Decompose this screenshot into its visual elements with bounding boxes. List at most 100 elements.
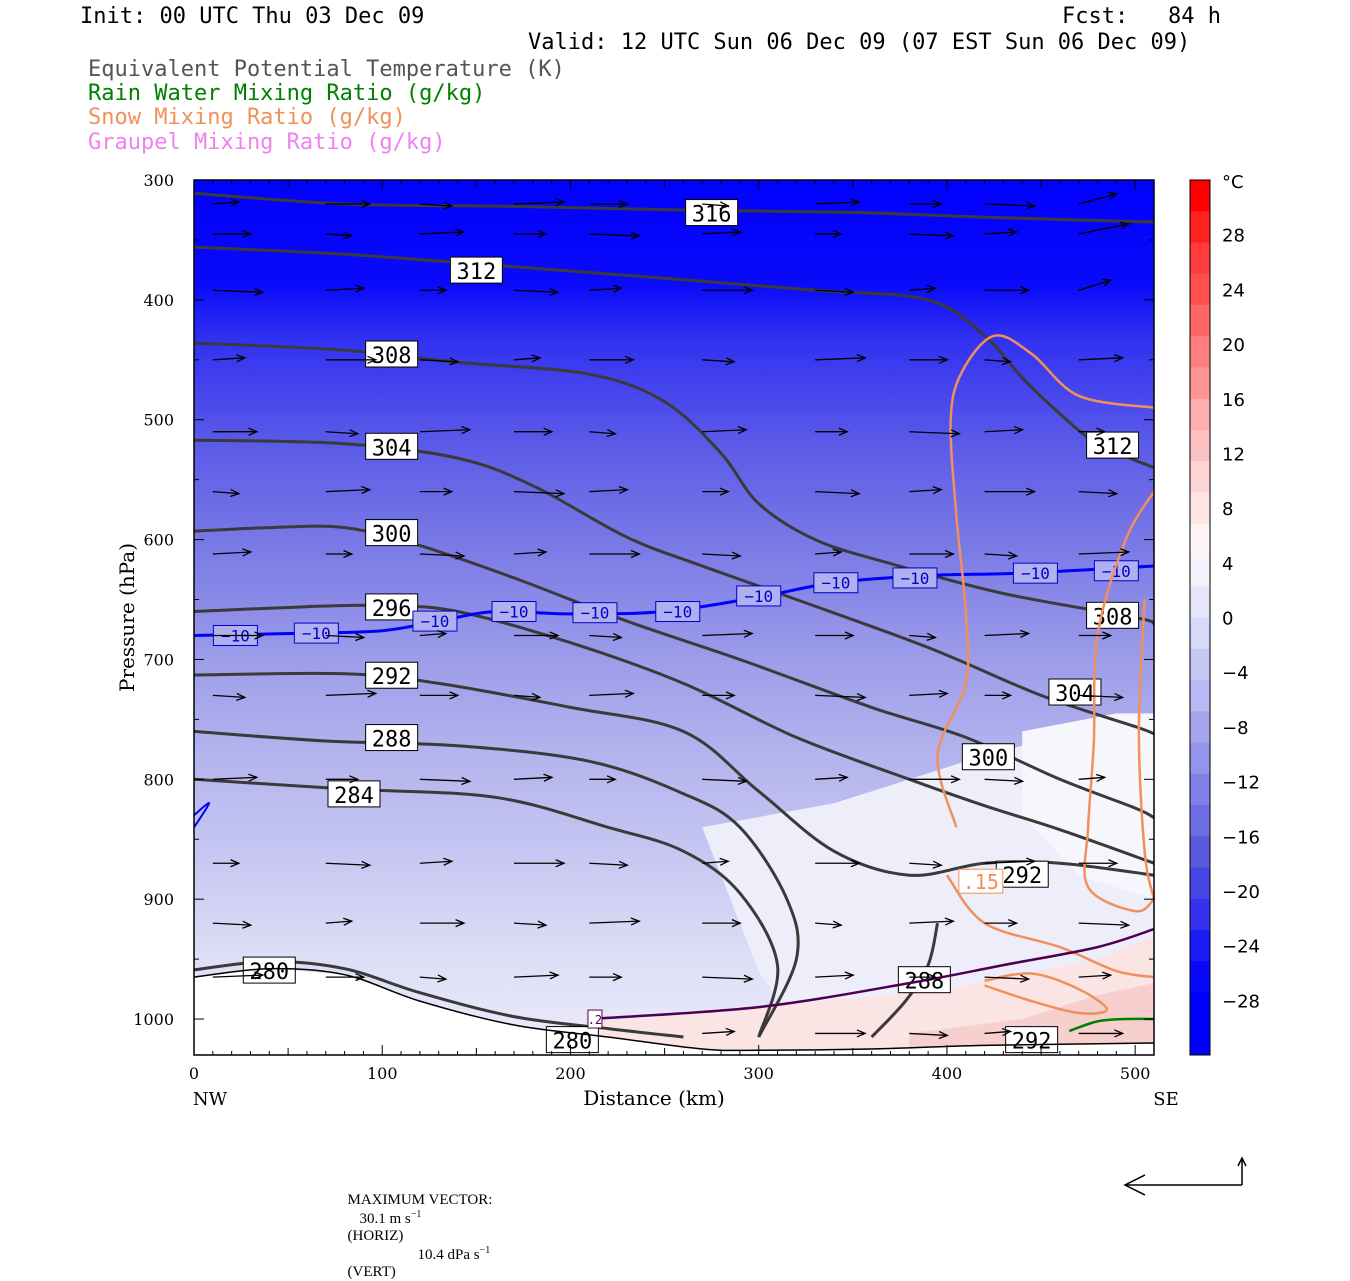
wind-vector-head (1013, 776, 1025, 785)
wind-vector (589, 199, 629, 209)
wind-vector-shaft (419, 976, 446, 980)
wind-vector (909, 429, 961, 438)
wind-vector (419, 974, 448, 983)
x-tick-label: 100 (367, 1064, 398, 1083)
theta-e-label: 292 (1005, 1026, 1059, 1055)
wind-vector-shaft (702, 203, 729, 207)
wind-vector (513, 971, 560, 980)
theta-e-label: 312 (1086, 431, 1140, 460)
theta-e-label: 292 (365, 661, 419, 690)
wind-vector-shaft (212, 201, 239, 205)
wind-vector (513, 354, 542, 363)
wind-vector-head (248, 427, 259, 436)
wind-vector-head (850, 859, 861, 868)
wind-vector-head (1095, 773, 1107, 783)
wind-vector (325, 972, 366, 982)
wind-vector (514, 229, 548, 239)
wind-vector (419, 919, 466, 928)
wind-vector (815, 229, 843, 239)
footer-vert-unit: (VERT) (347, 1264, 396, 1280)
wind-vector-head (254, 287, 265, 297)
theta-e-label: 280 (242, 956, 296, 985)
wind-vector-head (618, 860, 629, 869)
wind-vector-head (737, 425, 748, 435)
wind-vector-shaft (702, 429, 747, 433)
footer-horiz-unit: (HORIZ) (347, 1228, 404, 1244)
wind-vector-shaft (419, 860, 452, 864)
theta-e-label: 280 (545, 1026, 599, 1055)
wind-vector-shaft (909, 431, 960, 435)
wind-vector-head (932, 860, 943, 869)
theta-e-label-box (1005, 1026, 1059, 1054)
wind-vector-head (361, 860, 372, 869)
wind-vector (325, 689, 378, 698)
isotherm-label-text: −10 (580, 604, 609, 623)
wind-vector-head (1026, 487, 1037, 496)
wind-vector-head (950, 429, 961, 438)
wind-vector-shaft (212, 490, 239, 495)
wind-vector-head (612, 632, 623, 642)
wind-vector (984, 857, 1037, 866)
wind-vector-head (856, 1029, 867, 1038)
wind-vector (325, 549, 354, 559)
wind-vector-shaft (589, 431, 616, 435)
isotherm-label: −10 (892, 567, 938, 589)
theta-e-label-text: 284 (334, 784, 374, 809)
wind-vector-shaft (513, 551, 547, 555)
theta-e-label-text: 296 (372, 597, 412, 622)
wind-vector-shaft (419, 359, 458, 363)
wind-vector-shaft (513, 201, 565, 205)
wind-vector-head (832, 548, 843, 557)
colorbar-segment (1190, 305, 1210, 337)
wind-vector-shaft (702, 1030, 735, 1035)
theta-e-label-box (365, 340, 419, 368)
wind-vector (212, 920, 253, 929)
theta-e-label-box (995, 860, 1049, 888)
valid-time: Valid: 12 UTC Sun 06 Dec 09 (07 EST Sun … (528, 30, 1191, 55)
wind-vector-shaft (1078, 357, 1123, 361)
colorbar-segment (1190, 461, 1210, 493)
wind-vector-head (1013, 426, 1025, 435)
colorbar-segment (1190, 773, 1210, 806)
y-tick-label: 900 (143, 890, 174, 909)
reference-vector-head (1123, 1174, 1146, 1196)
wind-vector (325, 284, 366, 293)
wind-vector (702, 857, 730, 866)
wind-vector-shaft (325, 692, 376, 697)
colorbar-tick-label: 8 (1222, 499, 1233, 520)
theta-e-label-text: 292 (1012, 1030, 1052, 1055)
wind-vector (1078, 859, 1119, 868)
wind-vector (589, 355, 635, 364)
isotherm-label-box (1012, 562, 1058, 584)
colorbar-segment (1190, 992, 1210, 1025)
isotherm-label-box (813, 572, 859, 594)
wind-vector-head (531, 692, 542, 701)
wind-vector-shaft (589, 287, 622, 291)
wind-vector (815, 920, 843, 929)
wind-vector (815, 859, 861, 868)
wind-vector (909, 917, 955, 926)
wind-vector (909, 972, 937, 982)
wind-vector (212, 354, 247, 363)
wind-vector (212, 859, 241, 868)
colorbar-segment (1190, 430, 1210, 462)
wind-vector-shaft (212, 922, 251, 926)
wind-vector (212, 198, 241, 207)
wind-vector (702, 357, 736, 366)
colorbar-segment (1190, 930, 1210, 962)
colorbar-tick-label: −4 (1222, 663, 1249, 684)
wind-vector-head (856, 354, 867, 363)
wind-vector-shaft (984, 203, 1035, 207)
theta-e-contour (193, 729, 800, 1038)
wind-vector-head (349, 775, 360, 784)
wind-vector-shaft (984, 359, 1011, 363)
colorbar-segment (1190, 648, 1210, 681)
wind-vector (815, 631, 855, 640)
wind-vector-shaft (513, 922, 547, 926)
wind-vector-head (944, 917, 955, 926)
wind-vector (702, 974, 754, 983)
wind-vector (589, 549, 641, 559)
wind-vector-head (254, 971, 265, 980)
wind-vector-head (1119, 221, 1131, 230)
colorbar-segment (1190, 711, 1210, 743)
